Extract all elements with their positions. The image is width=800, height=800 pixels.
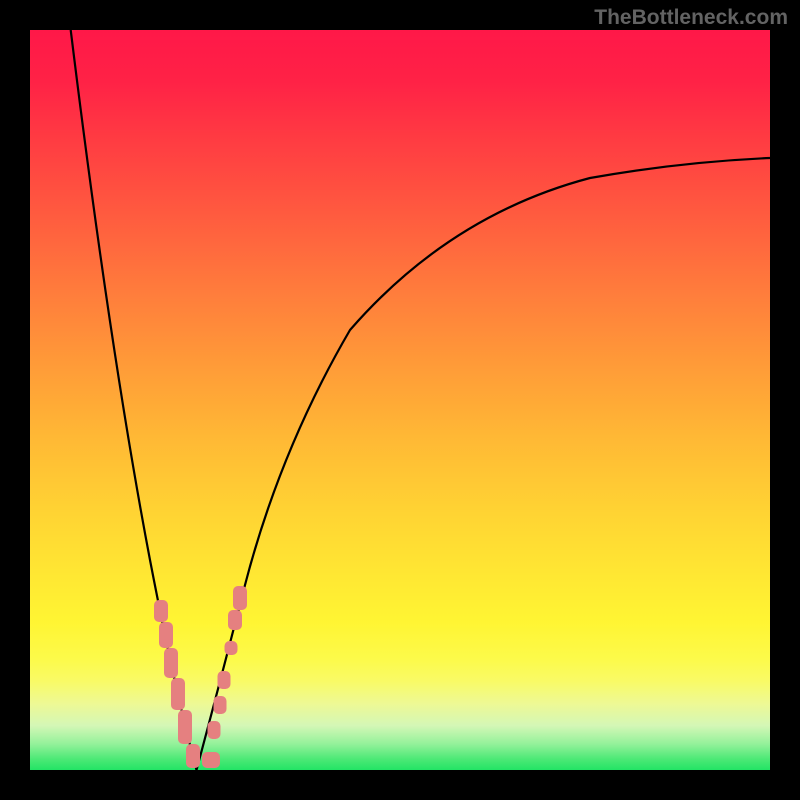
marker-right-branch bbox=[214, 696, 227, 714]
marker-left-branch bbox=[202, 752, 220, 768]
marker-left-branch bbox=[164, 648, 178, 678]
marker-right-branch bbox=[218, 671, 231, 689]
watermark-text: TheBottleneck.com bbox=[594, 6, 788, 30]
marker-left-branch bbox=[171, 678, 185, 710]
marker-right-branch bbox=[208, 721, 221, 739]
marker-group bbox=[154, 586, 247, 768]
marker-left-branch bbox=[159, 622, 173, 648]
marker-right-branch bbox=[233, 586, 247, 610]
marker-left-branch bbox=[186, 744, 200, 768]
curve-layer bbox=[30, 30, 770, 770]
marker-right-branch bbox=[228, 610, 242, 630]
plot-area bbox=[30, 30, 770, 770]
marker-right-branch bbox=[225, 641, 238, 655]
marker-left-branch bbox=[154, 600, 168, 622]
marker-left-branch bbox=[178, 710, 192, 744]
